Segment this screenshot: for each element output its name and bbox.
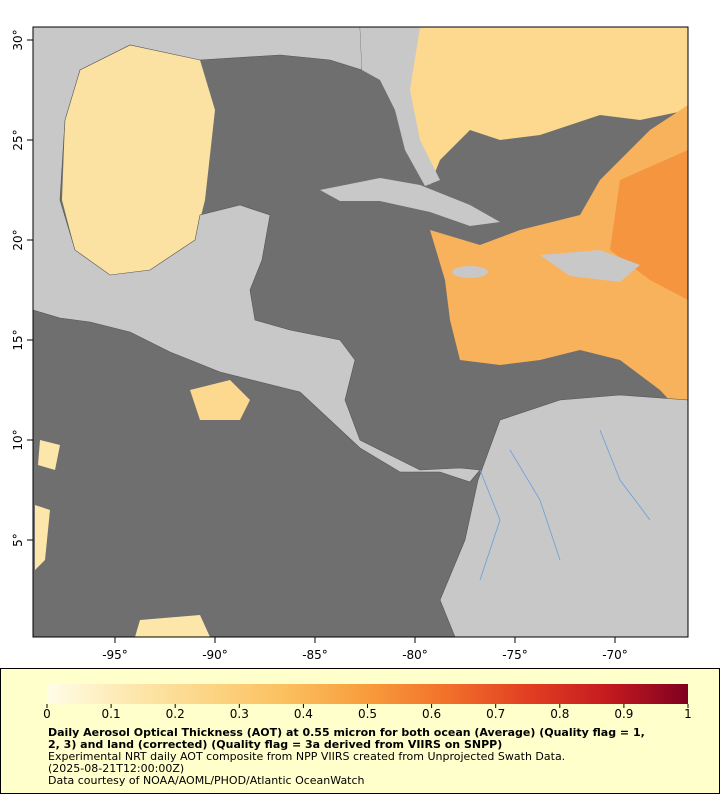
- land: [452, 266, 488, 278]
- map-frame: [32, 26, 689, 638]
- land: [540, 250, 640, 282]
- land: [360, 27, 440, 186]
- x-tick-label: -95°: [102, 648, 128, 662]
- land: [320, 178, 500, 226]
- x-tick-label: -75°: [502, 648, 528, 662]
- aot-patch: [62, 45, 215, 275]
- aot-patch: [385, 27, 688, 185]
- colorbar-tick-label: 0.8: [550, 707, 569, 721]
- land: [33, 27, 481, 483]
- x-tick-label: -70°: [602, 648, 628, 662]
- caption-title: 2, 3) and land (corrected) (Quality flag…: [48, 738, 502, 751]
- colorbar-tick-label: 0.1: [102, 707, 121, 721]
- x-tick-label: -90°: [202, 648, 228, 662]
- y-tick-label: 30°: [11, 29, 25, 50]
- x-tick-label: -80°: [402, 648, 428, 662]
- river: [479, 429, 651, 581]
- caption-line: (2025-08-21T12:00:00Z): [48, 762, 184, 775]
- colorbar: [47, 684, 688, 704]
- y-tick-label: 25°: [11, 129, 25, 150]
- caption-line: Experimental NRT daily AOT composite fro…: [48, 750, 565, 763]
- colorbar-tick-label: 1: [684, 707, 692, 721]
- caption-title: Daily Aerosol Optical Thickness (AOT) at…: [48, 726, 645, 739]
- land: [439, 394, 688, 637]
- aot-patch: [190, 380, 250, 420]
- colorbar-tick-label: 0.3: [230, 707, 249, 721]
- y-tick-label: 20°: [11, 229, 25, 250]
- colorbar-tick-label: 0.2: [166, 707, 185, 721]
- colorbar-tick-label: 0.9: [614, 707, 633, 721]
- colorbar-tick-label: 0.5: [358, 707, 377, 721]
- colorbar-tick-label: 0: [43, 707, 51, 721]
- colorbar-tick-label: 0.7: [486, 707, 505, 721]
- y-tick-label: 5°: [11, 533, 25, 547]
- x-tick-label: -85°: [302, 648, 328, 662]
- colorbar-tick-label: 0.4: [294, 707, 313, 721]
- aot-patch: [35, 440, 210, 637]
- caption-line: Data courtesy of NOAA/AOML/PHOD/Atlantic…: [48, 774, 365, 787]
- caption: Daily Aerosol Optical Thickness (AOT) at…: [48, 726, 645, 787]
- map-area: [33, 27, 688, 637]
- colorbar-tick-label: 0.6: [422, 707, 441, 721]
- y-tick-label: 10°: [11, 429, 25, 450]
- y-tick-label: 15°: [11, 329, 25, 350]
